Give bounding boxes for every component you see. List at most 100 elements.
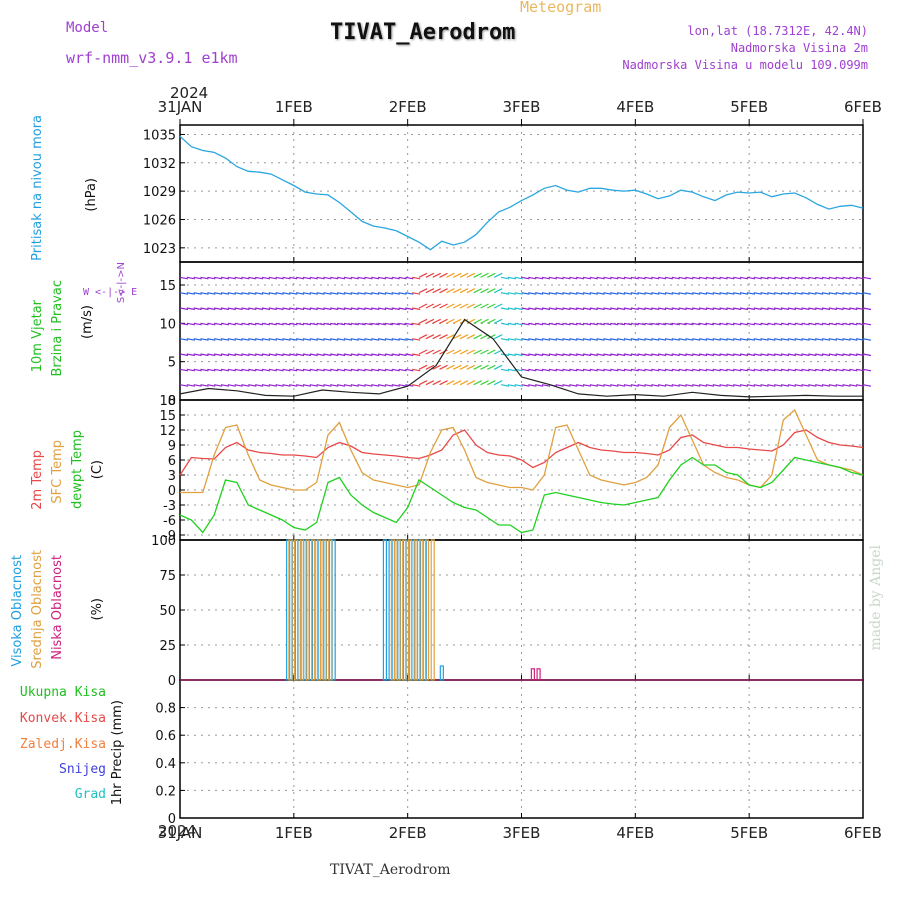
wind-arrow [330, 276, 339, 280]
wind-arrow [842, 307, 851, 311]
wind-arrow [466, 349, 476, 355]
y-tick-label: 75 [159, 569, 176, 584]
wind-arrow [692, 307, 701, 311]
wind-arrow [255, 276, 264, 280]
wind-arrow [289, 353, 298, 357]
wind-arrow [234, 338, 243, 341]
wind-arrow [425, 303, 435, 309]
wind-arrow [371, 384, 380, 387]
wind-arrow [801, 368, 810, 372]
wind-arrow [432, 303, 441, 309]
wind-arrow [480, 364, 489, 370]
wind-arrow [200, 353, 209, 357]
wind-arrow [507, 322, 516, 326]
wind-arrow [343, 338, 353, 341]
wind-arrow [555, 338, 564, 341]
wind-arrow [323, 307, 332, 311]
wind-arrow [753, 292, 762, 295]
wind-arrow [753, 276, 762, 280]
wind-arrow [528, 307, 537, 311]
wind-arrow [323, 353, 332, 357]
wind-arrow [227, 368, 236, 372]
cloud-bar [424, 539, 430, 681]
wind-arrow [541, 338, 551, 341]
wind-arrow [774, 307, 783, 311]
wind-arrow [582, 353, 592, 357]
wind-arrow [282, 368, 291, 372]
wind-arrow [535, 292, 544, 295]
wind-arrow [630, 353, 639, 357]
wind-arrow [302, 368, 312, 372]
wind-arrow [241, 292, 250, 295]
wind-arrow [493, 272, 503, 278]
wind-arrow [309, 368, 318, 372]
wind-arrow [603, 307, 612, 311]
wind-arrow [589, 307, 598, 311]
wind-arrow [323, 292, 332, 295]
wind-arrow [808, 384, 817, 387]
wind-arrow [610, 353, 619, 357]
wind-arrow [316, 307, 325, 311]
y-tick-label: 9 [168, 439, 176, 454]
wind-arrow [214, 384, 223, 387]
cloud-bar [331, 539, 336, 681]
wind-arrow [480, 272, 489, 278]
top-time-tick-label: 3FEB [503, 98, 541, 116]
wind-arrow [712, 307, 721, 311]
wind-arrow [664, 276, 674, 280]
wind-arrow [849, 338, 858, 341]
wind-arrow [664, 338, 674, 341]
wind-arrow [712, 353, 721, 357]
y-tick-label: 18 [159, 394, 176, 409]
wind-arrow [309, 353, 318, 357]
wind-arrow [452, 364, 462, 370]
wind-arrow [644, 353, 653, 357]
wind-arrow [753, 384, 762, 387]
wind-arrow [719, 292, 728, 295]
wind-arrow [275, 322, 284, 326]
wind-arrow [446, 334, 455, 340]
wind-arrow [535, 338, 544, 341]
wind-arrow [541, 368, 551, 372]
wind-arrow [821, 368, 831, 372]
wind-arrow [179, 322, 189, 326]
wind-arrow [842, 338, 851, 341]
wind-arrow [268, 276, 277, 280]
wind-arrow [514, 353, 523, 357]
wind-arrow [726, 338, 735, 341]
wind-arrow [528, 322, 537, 326]
wind-arrow [200, 292, 209, 295]
wind-arrow [343, 368, 353, 372]
wind-arrow [220, 276, 230, 280]
wind-arrow [815, 384, 824, 387]
wind-arrow [302, 292, 312, 295]
wind-arrow [255, 384, 264, 387]
wind-arrow [664, 353, 674, 357]
wind-arrow [466, 318, 476, 324]
wind-arrow [309, 338, 318, 341]
y-tick-label: 25 [159, 639, 176, 654]
wind-arrow [364, 384, 373, 387]
wind-arrow [651, 384, 660, 387]
wind-arrow [671, 307, 680, 311]
wind-arrow [186, 276, 195, 280]
wind-arrow [637, 292, 646, 295]
wind-arrow [705, 384, 715, 387]
wind-arrow [746, 338, 756, 341]
wind-arrow [712, 338, 721, 341]
wind-arrow [480, 288, 489, 294]
wind-arrow [220, 307, 230, 311]
wind-arrow [562, 353, 571, 357]
top-time-tick-label: 4FEB [616, 98, 654, 116]
wind-arrow [357, 276, 366, 280]
wind-arrow [466, 272, 476, 278]
wind-arrow [787, 307, 796, 311]
wind-arrow [323, 384, 332, 387]
wind-arrow [664, 292, 674, 295]
wind-arrow [746, 322, 756, 326]
wind-arrow [637, 353, 646, 357]
wind-arrow [405, 338, 414, 341]
wind-arrow [493, 364, 503, 370]
wind-arrow [398, 338, 407, 341]
wind-arrow [364, 276, 373, 280]
